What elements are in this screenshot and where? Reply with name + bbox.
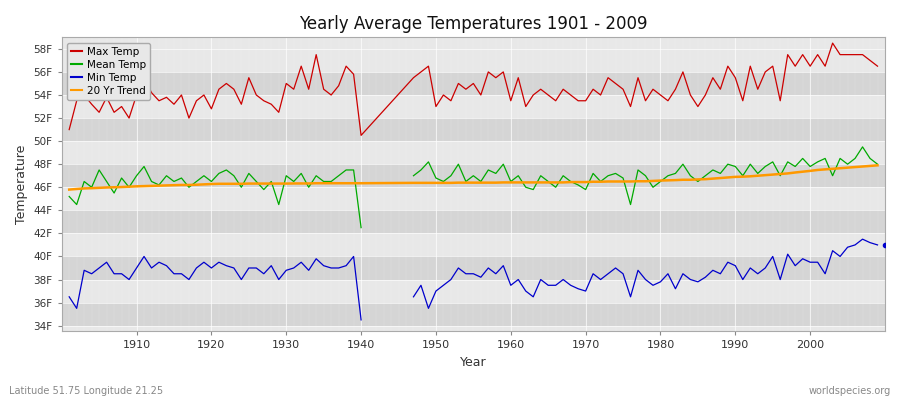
- Bar: [62, 164, 885, 187]
- Bar: [62, 187, 885, 210]
- Text: worldspecies.org: worldspecies.org: [809, 386, 891, 396]
- Text: Latitude 51.75 Longitude 21.25: Latitude 51.75 Longitude 21.25: [9, 386, 163, 396]
- Bar: [62, 141, 885, 164]
- Bar: [62, 210, 885, 233]
- Title: Yearly Average Temperatures 1901 - 2009: Yearly Average Temperatures 1901 - 2009: [299, 15, 648, 33]
- Bar: [62, 95, 885, 118]
- Legend: Max Temp, Mean Temp, Min Temp, 20 Yr Trend: Max Temp, Mean Temp, Min Temp, 20 Yr Tre…: [67, 42, 150, 100]
- Bar: [62, 49, 885, 72]
- Bar: [62, 280, 885, 302]
- Bar: [62, 256, 885, 280]
- Bar: [62, 118, 885, 141]
- Bar: [62, 302, 885, 326]
- Y-axis label: Temperature: Temperature: [15, 145, 28, 224]
- Bar: [62, 233, 885, 256]
- Bar: [62, 72, 885, 95]
- X-axis label: Year: Year: [460, 356, 487, 369]
